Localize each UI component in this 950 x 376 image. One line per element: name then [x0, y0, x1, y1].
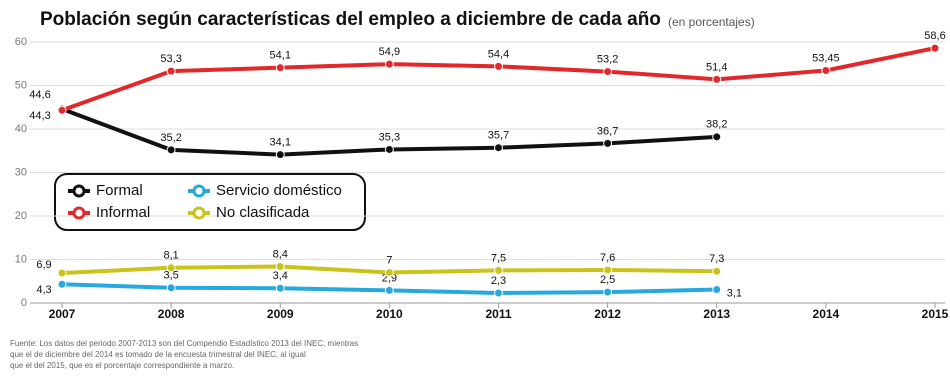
data-label: 35,7	[488, 130, 509, 142]
data-point	[603, 265, 613, 275]
data-label: 2,9	[382, 272, 397, 284]
data-point	[930, 43, 940, 53]
data-label: 3,1	[727, 287, 742, 299]
x-tick-label: 2009	[267, 307, 294, 321]
data-label: 34,1	[270, 137, 291, 149]
data-label: 54,1	[270, 50, 291, 62]
data-label: 35,3	[379, 131, 400, 143]
data-label: 3,5	[163, 270, 178, 282]
data-label: 54,9	[379, 46, 400, 58]
legend-marker	[72, 184, 86, 198]
data-point	[166, 263, 176, 273]
legend-marker	[72, 206, 86, 220]
data-label: 36,7	[597, 125, 618, 137]
data-label: 51,4	[706, 61, 727, 73]
data-label: 44,6	[29, 89, 50, 101]
data-point	[603, 67, 613, 77]
data-point	[603, 138, 613, 148]
data-point	[57, 105, 67, 115]
y-tick-label: 30	[15, 166, 27, 178]
data-label: 7,6	[600, 252, 615, 264]
data-label: 8,1	[163, 250, 178, 262]
x-tick-label: 2013	[703, 307, 730, 321]
data-label: 2,3	[491, 275, 506, 287]
y-tick-label: 40	[15, 123, 27, 135]
legend-marker	[192, 206, 206, 220]
x-tick-label: 2011	[485, 307, 511, 321]
data-label: 7,3	[709, 253, 724, 265]
data-point	[275, 261, 285, 271]
x-tick-label: 2007	[49, 307, 76, 321]
y-tick-label: 0	[21, 297, 27, 309]
legend-label: No clasificada	[216, 204, 310, 221]
data-label: 7	[386, 254, 392, 266]
x-tick-label: 2010	[376, 307, 403, 321]
data-label: 58,6	[924, 30, 945, 42]
data-point	[494, 61, 503, 71]
data-label: 38,2	[706, 119, 727, 131]
x-tick-label: 2012	[594, 307, 621, 321]
x-tick-label: 2015	[922, 307, 949, 321]
data-point	[384, 59, 394, 69]
data-point	[494, 143, 503, 153]
x-tick-label: 2008	[158, 307, 185, 321]
y-tick-label: 60	[15, 36, 27, 48]
data-point	[166, 283, 176, 293]
data-point	[57, 268, 67, 278]
y-tick-label: 20	[15, 210, 27, 222]
data-label: 2,5	[600, 274, 615, 286]
data-label: 8,4	[273, 248, 288, 260]
data-point	[712, 74, 722, 84]
data-label: 44,3	[29, 110, 50, 122]
data-label: 3,4	[273, 270, 288, 282]
data-label: 4,3	[36, 284, 51, 296]
footnote: que el de diciembre del 2014 es tomado d…	[10, 350, 306, 359]
data-point	[821, 65, 831, 75]
x-tick-label: 2014	[813, 307, 840, 321]
y-tick-label: 50	[15, 79, 27, 91]
data-point	[384, 268, 394, 278]
data-point	[384, 285, 394, 295]
data-label: 53,2	[597, 53, 618, 65]
footnote: que el del 2015, que es el porcentaje co…	[10, 361, 234, 370]
data-label: 7,5	[491, 252, 506, 264]
legend-label: Informal	[96, 204, 150, 221]
data-point	[384, 144, 394, 154]
data-label: 53,45	[812, 52, 840, 64]
data-point	[603, 287, 613, 297]
data-point	[712, 285, 722, 295]
data-point	[166, 66, 176, 76]
data-point	[494, 265, 503, 275]
data-point	[494, 288, 503, 298]
legend-label: Servicio doméstico	[216, 182, 342, 199]
data-label: 54,4	[488, 48, 509, 60]
data-point	[712, 132, 722, 142]
data-point	[57, 279, 67, 289]
data-point	[166, 145, 176, 155]
y-tick-label: 10	[15, 253, 27, 265]
data-point	[275, 150, 285, 160]
data-point	[275, 63, 285, 73]
chart-subtitle: (en porcentajes)	[668, 15, 755, 29]
data-point	[275, 283, 285, 293]
data-label: 35,2	[160, 132, 181, 144]
footnote: Fuente: Los datos del periodo 2007-2013 …	[10, 339, 358, 348]
data-label: 6,9	[36, 259, 51, 271]
data-label: 53,3	[160, 53, 181, 65]
legend-label: Formal	[96, 182, 143, 199]
data-point	[712, 266, 722, 276]
chart-title: Población según características del empl…	[40, 9, 661, 30]
legend-marker	[192, 184, 206, 198]
